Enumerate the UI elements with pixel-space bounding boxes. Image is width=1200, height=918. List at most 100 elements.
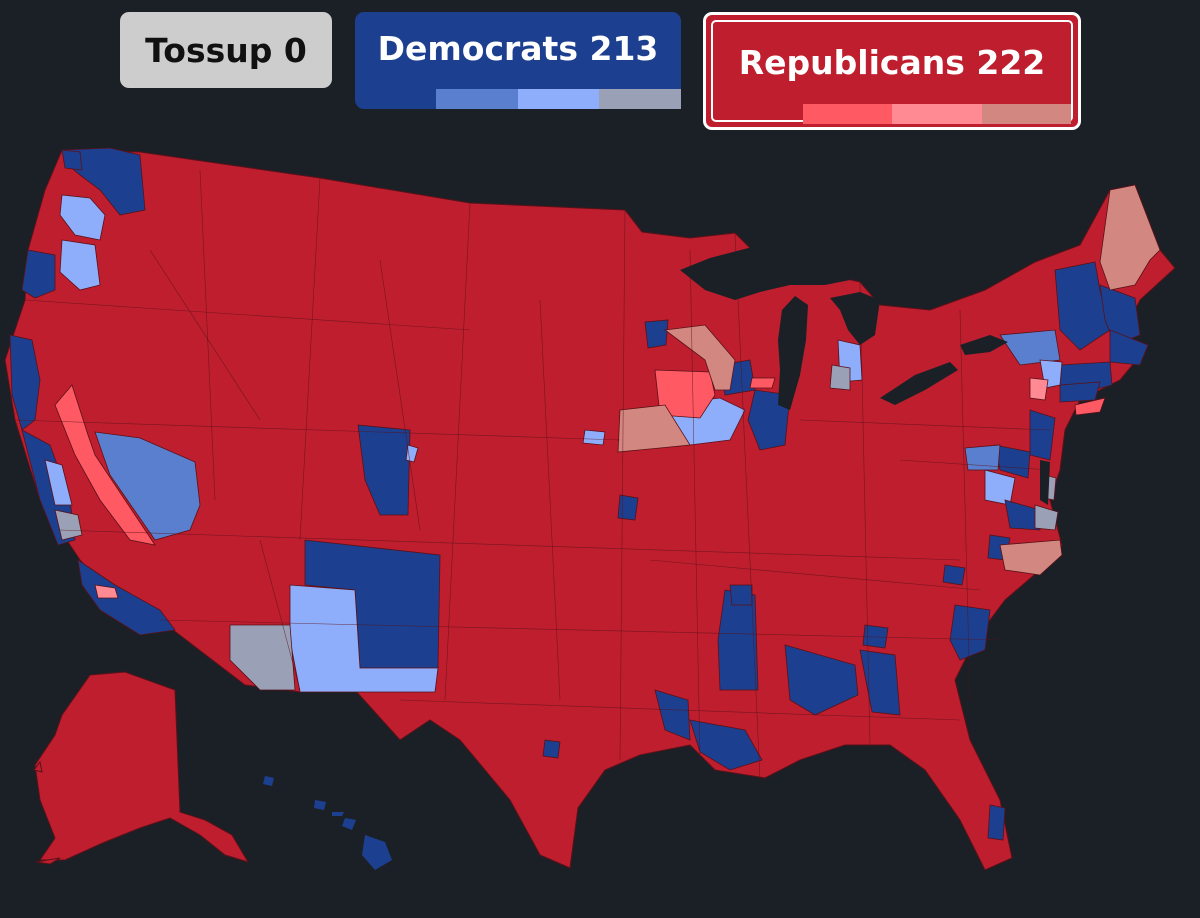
rep-segment-lean [892,104,982,124]
va-tidewater-tilt[interactable] [1034,504,1059,531]
ca-la-lean-r[interactable] [94,584,119,599]
great-lakes [680,245,1050,505]
district-boundary-line [379,259,421,531]
lake-michigan [778,296,808,410]
hawaii-big-island[interactable] [362,835,392,870]
pa-philly-district[interactable] [1029,409,1056,461]
hawaii-oahu[interactable] [314,800,326,810]
republicans-count: 222 [976,43,1046,82]
lake-superior [680,245,850,300]
lake-erie [880,362,958,405]
district-boundary-line [59,529,961,561]
tossup-tally-button[interactable]: Tossup 0 [120,12,332,88]
district-boundary-line [959,309,971,701]
republicans-tally-text: Republicans 222 [706,43,1078,82]
tx-austin-district[interactable] [542,739,561,759]
ma-boston-district[interactable] [1109,329,1149,366]
hawaii[interactable] [263,776,392,870]
lake-huron [830,292,880,345]
alaska[interactable] [33,671,250,865]
mo-kansas-city-district[interactable] [617,494,639,521]
district-boundary-line [859,281,871,746]
tx-houston-district[interactable] [654,689,691,741]
tossup-tally-text: Tossup 0 [120,31,332,70]
me-north-tilt-r[interactable] [1099,184,1161,291]
ia-south-tilt-r[interactable] [617,404,691,453]
district-boundary-line [689,249,701,761]
democrats-label: Democrats [377,29,578,68]
dem-segment-tilt [599,89,682,109]
ny-hudson-lean-r[interactable] [1029,377,1049,401]
district-boundary-line [24,299,471,331]
la-new-orleans-district[interactable] [689,719,763,771]
va-richmond-district[interactable] [1004,499,1041,531]
district-boundary-line [299,177,321,541]
seat-tally-bar: Tossup 0 Democrats 213 Republicans 222 [0,0,1200,160]
ca-socal-district[interactable] [77,559,176,636]
sc-south-district[interactable] [949,604,991,661]
ca-east-likely-r[interactable] [54,384,156,546]
hawaii-maui[interactable] [342,818,356,830]
ny-long-island-likely-r[interactable] [1074,397,1106,416]
tossup-label: Tossup [145,31,273,70]
tossup-count: 0 [283,31,307,70]
rep-segment-tilt [981,104,1071,124]
ny-city-district[interactable] [1059,381,1101,403]
nc-charlotte-district[interactable] [942,564,966,586]
district-boundary-line [444,202,471,701]
district-boundary-line [399,699,961,721]
dem-segment-likely [436,89,518,109]
democrats-tally-button[interactable]: Democrats 213 [355,12,682,109]
al-black-belt-district[interactable] [784,644,859,716]
mi-grand-rapids-tilt[interactable] [829,364,851,391]
nc-east-tilt-r[interactable] [999,539,1063,576]
district-boundary-line [199,169,216,501]
mn-twin-cities-district[interactable] [644,319,669,349]
republicans-rating-segments [803,104,1071,124]
ny-upstate-likely[interactable] [999,329,1061,366]
dem-segment-lean [517,89,600,109]
az-south-tilt[interactable] [229,624,296,691]
district-boundary-line [799,419,1051,431]
district-boundary-line [619,209,626,761]
republican-leaning-districts[interactable] [54,184,1161,599]
democratic-districts[interactable] [9,147,1149,841]
mn-south-tilt-r[interactable] [663,324,736,391]
ca-central-valley-lean[interactable] [44,459,73,506]
democrats-tally-text: Democrats 213 [355,29,681,68]
fl-south-district[interactable] [987,804,1006,841]
republicans-tally-button[interactable]: Republicans 222 [703,12,1081,130]
district-boundary-line [259,539,301,691]
tn-memphis-district[interactable] [729,584,753,606]
ga-south-district[interactable] [859,649,901,716]
district-boundary-line [149,249,261,421]
district-boundary-line [14,419,621,441]
district-boundary-line [539,299,561,701]
republicans-label: Republicans [738,43,965,82]
or-portland-district[interactable] [59,239,101,291]
hawaii-molokai[interactable] [332,812,344,816]
mi-central-likely-r[interactable] [749,377,776,389]
district-boundary-line [649,559,981,591]
ga-atlanta-district[interactable] [862,624,889,649]
district-boundary-line [159,619,1001,641]
wa-southwest-district[interactable] [59,194,106,241]
wa-olympic-district[interactable] [61,149,83,171]
aleutian-islands[interactable] [33,760,61,865]
chesapeake-bay [1040,460,1050,505]
lake-ontario [960,335,1008,355]
ia-east-lean[interactable] [582,429,606,446]
co-denver-district[interactable] [357,424,411,516]
md-west-likely[interactable] [964,444,1001,471]
democrats-rating-segments [436,89,682,109]
district-boundaries [14,169,1051,781]
ca-bay-area-tilt[interactable] [54,509,83,541]
nv-north-district[interactable] [94,431,201,541]
ca-north-coast-district[interactable] [9,334,41,431]
alaska-shape[interactable] [34,671,250,863]
pacific-coast-district[interactable] [21,249,56,299]
hawaii-kauai[interactable] [263,776,274,786]
democrats-count: 213 [589,29,659,68]
